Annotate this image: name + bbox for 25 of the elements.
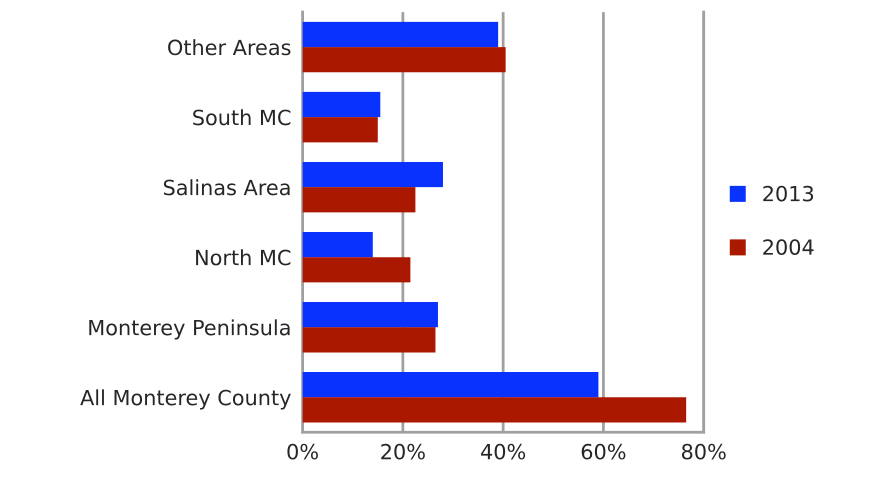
y-tick-label: North MC [196, 249, 290, 266]
x-tick-label: 40% [481, 444, 526, 460]
bar [302, 372, 598, 398]
bar [302, 162, 443, 188]
bar [302, 302, 438, 328]
bar [302, 92, 380, 118]
bar [302, 117, 378, 142]
y-tick-label: Salinas Area [164, 179, 290, 196]
legend-label: 2013 [763, 186, 814, 202]
bar [302, 397, 686, 422]
y-tick-label: All Monterey County [80, 389, 291, 410]
bar [302, 47, 506, 72]
bar [302, 232, 373, 258]
y-tick-label: Other Areas [168, 39, 290, 56]
bar [302, 22, 498, 48]
x-tick-label: 0% [287, 444, 318, 460]
x-tick-label: 80% [682, 444, 726, 460]
bar [302, 257, 410, 282]
y-tick-label: Monterey Peninsula [89, 319, 290, 340]
bar [302, 327, 436, 352]
bar [302, 187, 416, 212]
x-tick-label: 60% [582, 444, 626, 460]
legend-label: 2004 [763, 239, 814, 255]
x-tick-label: 20% [381, 444, 425, 460]
y-tick-label: South MC [193, 109, 290, 126]
